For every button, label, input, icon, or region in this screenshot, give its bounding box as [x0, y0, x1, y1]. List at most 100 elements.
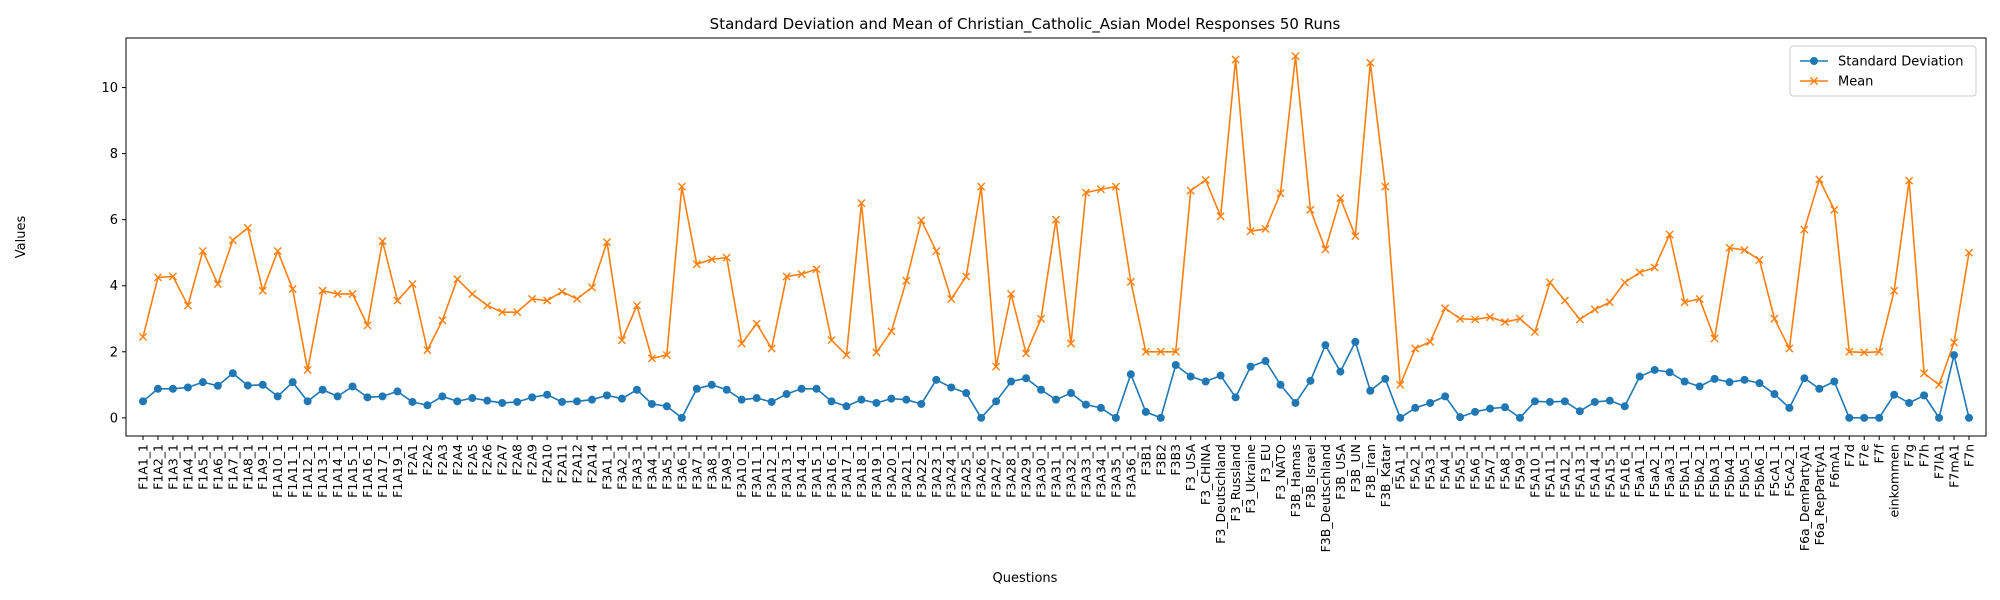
x-tick-label: F3A20_1 — [884, 444, 899, 498]
data-point — [273, 392, 282, 401]
x-tick-label: F1A2_1 — [150, 444, 165, 490]
x-tick-label: F3_CHINA — [1198, 444, 1213, 506]
data-point — [1590, 397, 1599, 406]
data-point — [1366, 386, 1375, 395]
data-point — [1066, 339, 1076, 348]
x-tick-label: F1A3_1 — [165, 444, 180, 490]
data-point — [977, 413, 986, 422]
data-point — [588, 395, 597, 404]
x-tick-label: F5A9_1 — [1512, 444, 1527, 490]
data-point — [1007, 377, 1016, 386]
data-point — [1530, 327, 1540, 337]
data-point — [872, 348, 881, 357]
x-tick-label: F7mA1 — [1947, 444, 1962, 488]
data-point — [333, 392, 342, 401]
data-point — [453, 275, 462, 284]
data-point — [1336, 367, 1345, 376]
x-tick-label: F5cA1_1 — [1767, 444, 1782, 497]
x-tick-label: F5A12_1 — [1557, 444, 1572, 498]
x-tick-label: F2A1 — [405, 444, 420, 476]
x-tick-label: F5A8_1 — [1498, 444, 1513, 490]
data-point — [258, 286, 267, 295]
data-point — [1141, 347, 1150, 356]
x-tick-label: F1A19_1 — [390, 444, 405, 498]
data-point — [1052, 395, 1060, 404]
data-point — [647, 399, 656, 408]
x-tick-label: F7g — [1902, 444, 1917, 467]
x-tick-label: F7n — [1962, 444, 1977, 467]
data-point — [1905, 176, 1914, 185]
plot-frame — [125, 37, 1987, 437]
data-point — [752, 394, 761, 403]
x-tick-label: F3B2 — [1153, 444, 1168, 476]
data-point — [1456, 413, 1465, 422]
data-point — [1171, 347, 1180, 356]
data-point — [1126, 277, 1135, 286]
x-tick-label: F3A2_1 — [614, 444, 629, 490]
data-point — [528, 393, 537, 402]
x-tick-label: F3A27_1 — [989, 444, 1004, 498]
data-point — [1665, 368, 1674, 377]
x-tick-label: F3_NATO — [1273, 444, 1288, 500]
data-point — [797, 270, 806, 279]
data-point — [1007, 289, 1016, 299]
x-tick-label: F3A4_1 — [644, 444, 659, 490]
data-point — [1066, 389, 1075, 398]
x-tick-label: F2A10 — [540, 444, 555, 484]
data-point — [303, 365, 312, 375]
data-point — [1515, 314, 1525, 323]
data-point — [1261, 224, 1270, 234]
data-point — [1545, 397, 1554, 406]
x-tick-label: F5bA5_1 — [1737, 444, 1752, 498]
x-tick-label: F3_USA — [1183, 444, 1198, 492]
x-tick-label: F3B_UN — [1348, 444, 1363, 492]
x-tick-label: F1A10_1 — [270, 444, 285, 498]
x-axis-label: Questions — [993, 571, 1058, 586]
x-tick-label: F5aA1_1 — [1632, 444, 1647, 498]
x-tick-label: F3A11_1 — [749, 444, 764, 498]
data-point — [1486, 404, 1495, 413]
data-point — [737, 395, 746, 404]
x-tick-label: F7d — [1842, 444, 1857, 467]
data-point — [1620, 278, 1629, 287]
data-point — [423, 401, 432, 410]
legend-label: Standard Deviation — [1838, 55, 1963, 70]
data-point — [1560, 397, 1569, 406]
x-tick-label: F3_EU — [1258, 444, 1273, 482]
data-point — [1201, 377, 1210, 386]
data-point — [587, 283, 597, 292]
data-point — [1635, 372, 1644, 381]
x-tick-label: F7lA1 — [1932, 444, 1947, 479]
x-tick-label: F5A3_1 — [1423, 444, 1438, 490]
data-point — [992, 362, 1001, 371]
x-tick-label: F2A6 — [480, 444, 495, 476]
data-point — [168, 384, 177, 393]
data-point — [1171, 360, 1180, 369]
y-tick-label: 2 — [110, 345, 118, 360]
data-point — [1710, 334, 1719, 343]
x-tick-label: F5A16_1 — [1617, 444, 1632, 498]
x-tick-label: F5bA2_1 — [1692, 444, 1707, 498]
data-point — [543, 296, 552, 305]
x-tick-label: F2A12 — [570, 444, 585, 484]
chart-title: Standard Deviation and Mean of Christian… — [710, 15, 1341, 34]
series-standard-deviation — [139, 337, 1973, 422]
data-point — [468, 289, 477, 299]
data-point — [557, 287, 567, 296]
data-point — [1501, 403, 1510, 412]
data-point — [378, 237, 387, 246]
data-point — [1051, 215, 1061, 224]
data-point — [1875, 413, 1884, 422]
x-tick-label: F3A31_1 — [1049, 444, 1064, 498]
data-point — [198, 246, 207, 256]
data-point — [1785, 344, 1794, 353]
x-tick-label: F3A10_1 — [734, 444, 749, 498]
data-point — [1276, 189, 1285, 198]
data-point — [1755, 255, 1764, 265]
data-point — [1381, 182, 1390, 191]
x-tick-label: F5bA3_1 — [1707, 444, 1722, 498]
data-point — [737, 339, 746, 348]
data-point — [902, 395, 911, 404]
x-tick-label: F5cA2_1 — [1782, 444, 1797, 497]
x-tick-label: F3A32_1 — [1063, 444, 1078, 498]
